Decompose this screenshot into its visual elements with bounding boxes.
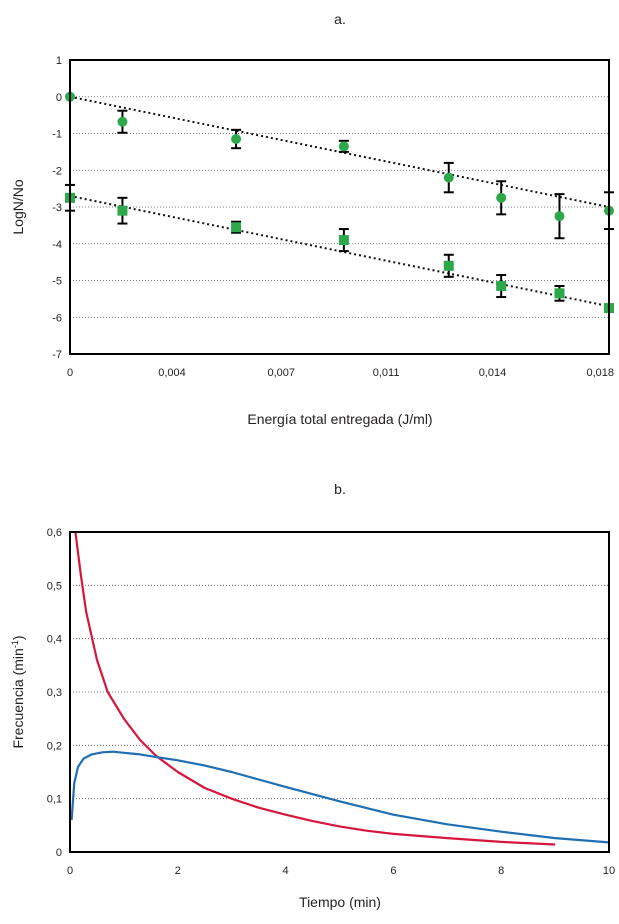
series-line-b-0	[74, 531, 556, 846]
chart-b-svg: b. 0 0,1 0,2 0,3 0,4 0,5 0,6 0 2 4 6 8 10 Tiempo (m…	[10, 481, 615, 910]
y-tick-label-a-8: -7	[52, 349, 62, 361]
y-tick-label-a-5: -4	[52, 239, 62, 251]
y-axis-label-b-main: Frecuencia (min	[10, 648, 26, 748]
y-tick-label-a-7: -6	[52, 312, 62, 324]
plot-frame-a	[69, 59, 610, 355]
y-tick-label-b-3: 0,3	[47, 687, 62, 699]
x-tick-label-b-2: 4	[283, 865, 289, 877]
x-tick-label-b-0: 0	[67, 865, 73, 877]
x-tick-label-b-4: 8	[498, 865, 504, 877]
x-tick-label-a-2: 0,007	[267, 367, 295, 379]
y-tick-label-a-4: -3	[52, 202, 62, 214]
x-axis-label-a: Energía total entregada (J/ml)	[247, 411, 432, 427]
data-point-circle-3	[338, 141, 349, 152]
x-tick-label-b-1: 2	[175, 865, 181, 877]
data-point-square-4	[443, 260, 454, 271]
data-point-square-6	[554, 288, 565, 299]
data-point-circle-6	[554, 211, 565, 222]
y-tick-label-b-4: 0,4	[47, 634, 62, 646]
y-tick-label-a-3: -2	[52, 165, 62, 177]
y-tick-label-b-6: 0,6	[47, 527, 62, 539]
x-tick-label-a-4: 0,014	[479, 367, 507, 379]
data-point-square-3	[338, 235, 349, 246]
chart-a-svg: a. 1 0 -1 -2 -3 -4 -5 -6 -7 0 0,004 0,007 0,011 0,01…	[10, 11, 614, 427]
y-tick-label-b-2: 0,2	[47, 740, 62, 752]
x-tick-label-a-0: 0	[67, 367, 73, 379]
data-point-circle-4	[443, 172, 454, 183]
y-tick-label-a-1: 0	[56, 92, 62, 104]
y-axis-label-b-sup: -1	[10, 640, 20, 648]
chart-panel-a: a. 1 0 -1 -2 -3 -4 -5 -6 -7 0 0,004 0,007 0,011 0,01…	[10, 11, 614, 427]
y-tick-label-a-6: -5	[52, 276, 62, 288]
x-tick-label-b-3: 6	[390, 865, 396, 877]
y-axis-label-b-end: )	[10, 635, 26, 640]
x-tick-label-a-3: 0,011	[373, 367, 400, 379]
chart-panel-b: b. 0 0,1 0,2 0,3 0,4 0,5 0,6 0 2 4 6 8 10 Tiempo (m…	[0, 462, 619, 924]
x-tick-label-a-5: 0,018	[586, 367, 614, 379]
panel-label-b: b.	[334, 481, 346, 497]
data-point-circle-2	[231, 134, 242, 145]
series-line-b-1	[70, 750, 610, 844]
plot-frame-b	[69, 531, 610, 853]
panel-label-a: a.	[334, 11, 346, 27]
x-axis-label-b: Tiempo (min)	[299, 894, 381, 910]
y-tick-label-b-0: 0	[56, 847, 62, 859]
y-axis-label-a: LogN/No	[10, 179, 26, 234]
data-point-circle-1	[117, 116, 128, 127]
y-tick-label-a-0: 1	[56, 55, 62, 67]
y-tick-label-a-2: -1	[52, 129, 62, 141]
data-point-square-5	[496, 281, 507, 292]
x-tick-label-b-5: 10	[603, 865, 615, 877]
y-tick-label-b-1: 0,1	[47, 794, 62, 806]
x-tick-label-a-1: 0,004	[158, 367, 186, 379]
y-tick-label-b-5: 0,5	[47, 580, 62, 592]
data-point-square-1	[117, 205, 128, 216]
y-axis-label-b: Frecuencia (min-1)	[10, 635, 26, 748]
data-point-square-2	[231, 222, 242, 233]
data-point-circle-5	[496, 192, 507, 203]
